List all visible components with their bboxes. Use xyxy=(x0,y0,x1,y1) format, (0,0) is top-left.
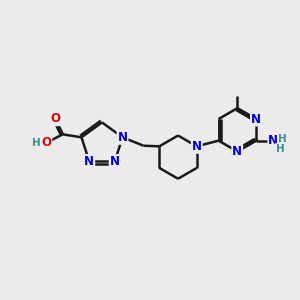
Text: N: N xyxy=(192,140,202,153)
Text: H: H xyxy=(276,144,284,154)
Text: N: N xyxy=(110,155,120,168)
Text: O: O xyxy=(41,136,51,149)
Text: H: H xyxy=(32,138,41,148)
Text: O: O xyxy=(50,112,60,125)
Text: N: N xyxy=(268,134,278,147)
Text: N: N xyxy=(251,112,261,125)
Text: N: N xyxy=(232,145,242,158)
Text: H: H xyxy=(278,134,287,144)
Text: N: N xyxy=(118,131,128,144)
Text: N: N xyxy=(84,155,94,168)
